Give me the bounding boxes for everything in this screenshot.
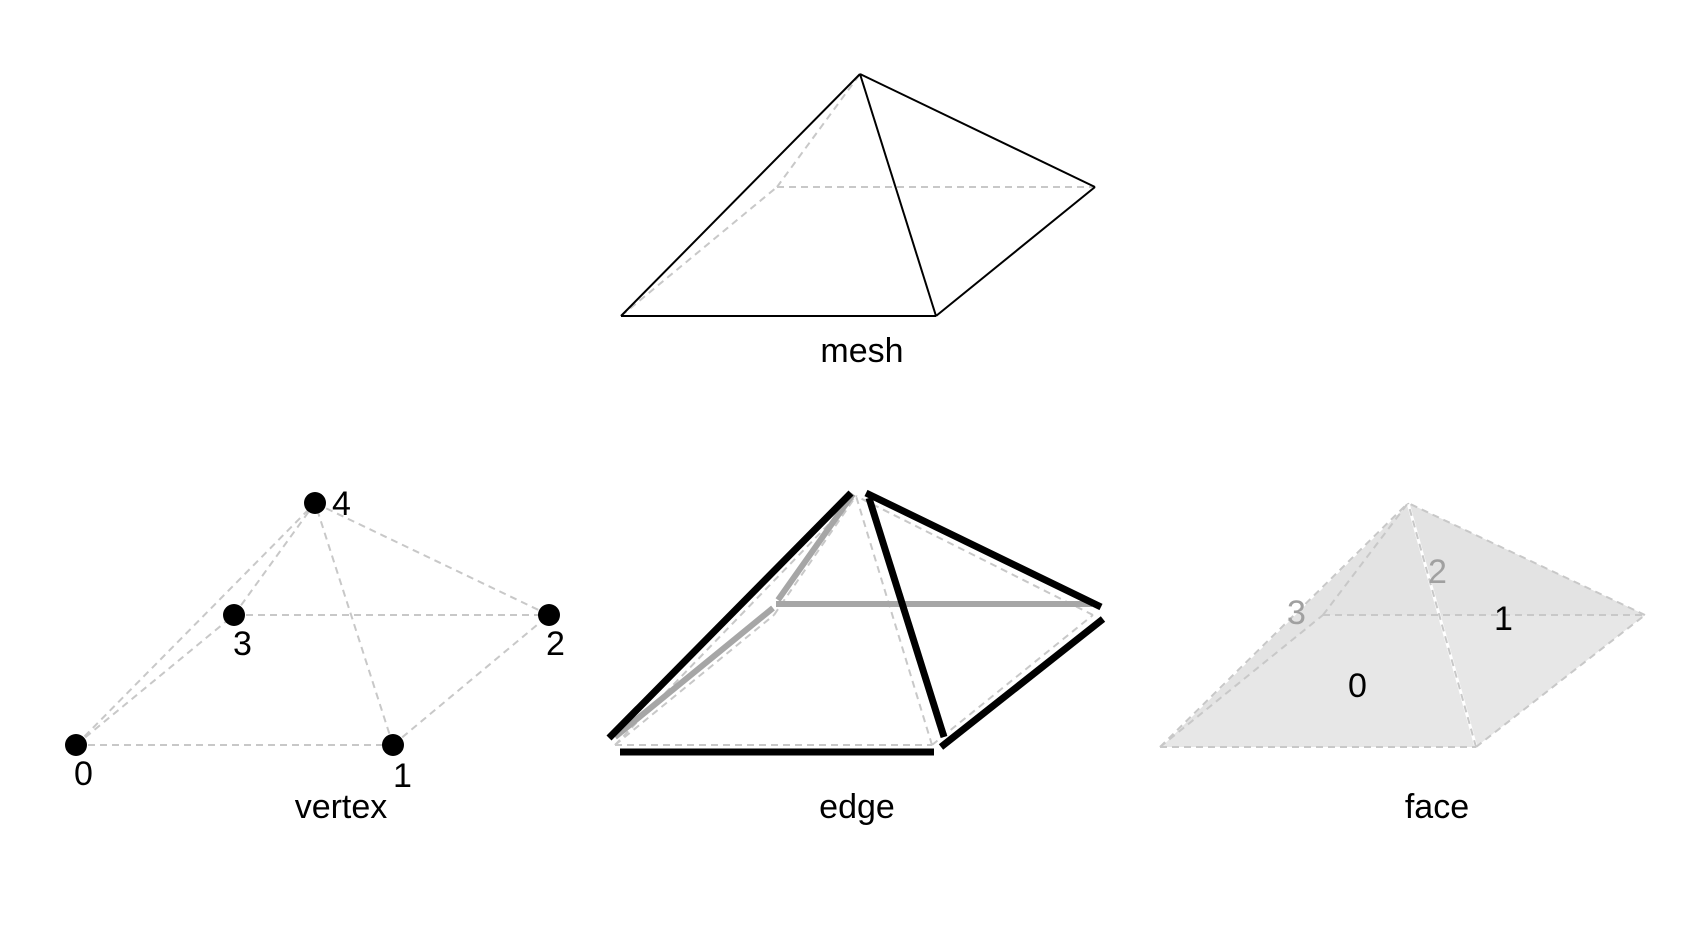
vertex-edge-dashed <box>392 614 550 746</box>
vertex-edge-dashed <box>314 502 394 746</box>
vertex-dot-1 <box>382 734 404 756</box>
edge-ref-dashed <box>614 495 857 746</box>
face-label-3: 3 <box>1287 594 1306 632</box>
vertex-edge-dashed <box>75 614 235 746</box>
mesh-edge <box>859 73 1096 188</box>
edge-highlight <box>938 616 1106 750</box>
vertex-dot-0 <box>65 734 87 756</box>
edge-panel: edge <box>606 489 1106 826</box>
edge-hidden <box>775 492 856 602</box>
mesh-edge <box>935 186 1096 317</box>
vertex-panel: 0 1 2 3 4 vertex <box>65 485 565 826</box>
mesh-hidden-edge <box>776 73 861 188</box>
edge-highlight <box>606 490 854 741</box>
face-outline-dashed <box>1159 614 1324 748</box>
mesh-edge <box>620 73 861 317</box>
face-1 <box>1408 503 1645 747</box>
vertex-label-3: 3 <box>233 625 252 663</box>
face-panel: 0 1 2 3 face <box>1159 502 1646 826</box>
face-caption: face <box>1405 788 1469 826</box>
edge-ref-dashed <box>855 495 1094 616</box>
face-outline-dashed <box>1407 502 1646 616</box>
edge-caption: edge <box>819 788 895 826</box>
edge-highlight <box>865 496 948 739</box>
edge-ref-dashed <box>931 614 1094 746</box>
edge-hidden <box>613 605 775 740</box>
vertex-dot-4 <box>304 492 326 514</box>
face-label-2: 2 <box>1428 553 1447 591</box>
vertex-edge-dashed <box>75 502 316 746</box>
face-0 <box>1160 503 1476 747</box>
vertex-label-4: 4 <box>332 485 351 523</box>
vertex-label-1: 1 <box>393 757 412 795</box>
vertex-edge-dashed <box>314 502 550 616</box>
vertex-edge-dashed <box>233 502 316 616</box>
vertex-dot-2 <box>538 604 560 626</box>
mesh-edge <box>859 73 937 317</box>
vertex-dot-3 <box>223 604 245 626</box>
vertex-label-0: 0 <box>74 755 93 793</box>
edge-highlight <box>864 489 1103 611</box>
face-label-1: 1 <box>1494 600 1513 638</box>
mesh-caption: mesh <box>820 332 903 370</box>
face-outline-dashed <box>1159 502 1409 748</box>
edge-ref-dashed <box>614 614 775 746</box>
mesh-panel: mesh <box>620 73 1096 370</box>
face-label-0: 0 <box>1348 667 1367 705</box>
vertex-caption: vertex <box>295 788 388 826</box>
edge-ref-dashed <box>855 495 933 746</box>
edge-ref-dashed <box>773 495 857 616</box>
vertex-label-2: 2 <box>546 625 565 663</box>
mesh-hidden-edge <box>620 186 778 317</box>
face-outline-dashed <box>1407 502 1477 748</box>
